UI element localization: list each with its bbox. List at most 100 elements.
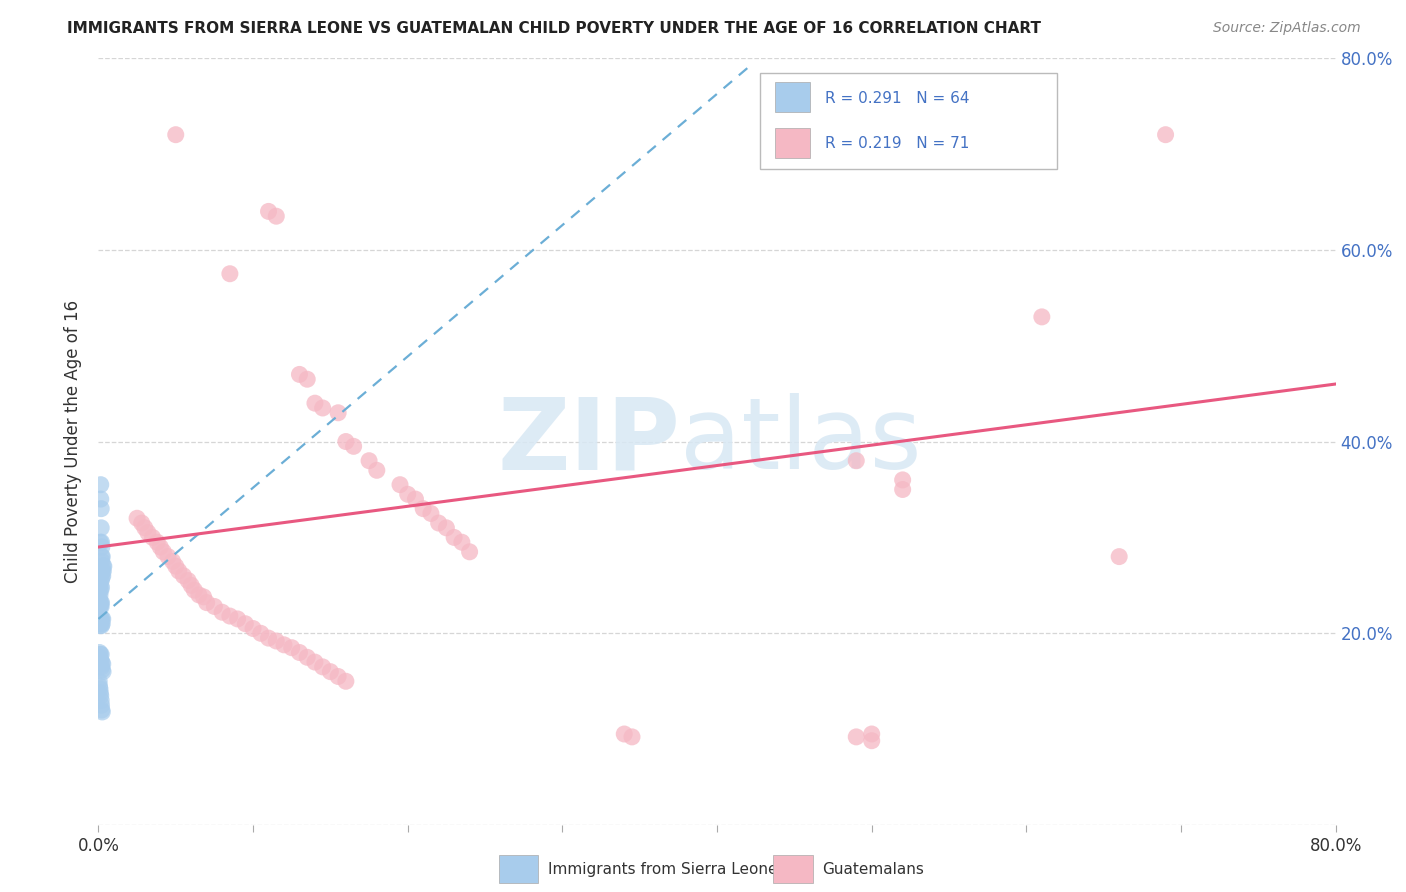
Point bbox=[89, 564, 111, 578]
Point bbox=[90, 491, 112, 506]
Point bbox=[366, 463, 388, 477]
Point bbox=[211, 605, 233, 619]
Point bbox=[193, 590, 215, 604]
Point bbox=[90, 693, 112, 707]
Point bbox=[89, 650, 111, 665]
Point bbox=[412, 501, 434, 516]
Point bbox=[90, 653, 112, 667]
Point bbox=[89, 569, 111, 583]
Point bbox=[90, 616, 112, 631]
Point bbox=[264, 209, 288, 223]
Point bbox=[312, 660, 335, 674]
Point bbox=[620, 730, 643, 744]
Point bbox=[91, 569, 114, 583]
Point bbox=[90, 596, 112, 610]
Point bbox=[204, 599, 226, 614]
Point bbox=[141, 530, 165, 544]
Point bbox=[304, 396, 326, 410]
Point bbox=[90, 574, 112, 588]
Point bbox=[90, 689, 112, 703]
Point bbox=[443, 530, 465, 544]
Point bbox=[89, 616, 111, 631]
Point bbox=[127, 511, 149, 525]
Point bbox=[312, 401, 335, 415]
Point bbox=[1031, 310, 1053, 324]
Text: R = 0.291   N = 64: R = 0.291 N = 64 bbox=[825, 91, 969, 106]
Point bbox=[146, 535, 169, 549]
Point bbox=[165, 559, 187, 574]
Point bbox=[90, 554, 112, 568]
Text: Guatemalans: Guatemalans bbox=[823, 863, 924, 877]
Point bbox=[90, 477, 112, 491]
Point bbox=[91, 549, 114, 564]
Point bbox=[273, 638, 295, 652]
Point bbox=[288, 368, 311, 382]
Point bbox=[436, 521, 458, 535]
Point bbox=[89, 569, 111, 583]
FancyBboxPatch shape bbox=[775, 128, 810, 159]
Point bbox=[89, 588, 111, 602]
Point bbox=[89, 681, 111, 696]
Point bbox=[162, 554, 184, 568]
Point bbox=[297, 372, 319, 386]
Point bbox=[134, 521, 156, 535]
Point bbox=[257, 631, 280, 645]
Point bbox=[326, 406, 350, 420]
Point bbox=[450, 535, 472, 549]
Point bbox=[89, 578, 111, 592]
Point bbox=[89, 583, 111, 598]
Point bbox=[1154, 128, 1177, 142]
Point bbox=[281, 640, 304, 655]
Point bbox=[180, 578, 202, 592]
Point bbox=[90, 655, 112, 669]
Point bbox=[89, 646, 111, 660]
Point bbox=[93, 559, 115, 574]
Point bbox=[183, 583, 205, 598]
Point bbox=[90, 703, 112, 717]
Text: IMMIGRANTS FROM SIERRA LEONE VS GUATEMALAN CHILD POVERTY UNDER THE AGE OF 16 COR: IMMIGRANTS FROM SIERRA LEONE VS GUATEMAL… bbox=[67, 21, 1042, 37]
Point bbox=[89, 674, 111, 689]
Point bbox=[91, 564, 114, 578]
Point bbox=[1108, 549, 1130, 564]
Point bbox=[90, 599, 112, 614]
Point bbox=[90, 521, 112, 535]
Point bbox=[288, 646, 311, 660]
Point bbox=[90, 549, 112, 564]
Point bbox=[195, 596, 218, 610]
Point bbox=[90, 618, 112, 632]
Point bbox=[257, 204, 280, 219]
Point bbox=[297, 650, 319, 665]
Point bbox=[427, 516, 450, 530]
Point bbox=[233, 616, 257, 631]
Text: R = 0.219   N = 71: R = 0.219 N = 71 bbox=[825, 136, 969, 152]
Point bbox=[319, 665, 342, 679]
Point bbox=[89, 686, 111, 700]
Point bbox=[219, 267, 242, 281]
Point bbox=[326, 669, 350, 683]
Point bbox=[152, 545, 174, 559]
Point bbox=[845, 453, 868, 467]
Point bbox=[89, 615, 111, 629]
Point bbox=[89, 535, 111, 549]
Point bbox=[91, 559, 114, 574]
FancyBboxPatch shape bbox=[761, 73, 1057, 169]
Point bbox=[90, 571, 112, 585]
Point bbox=[157, 549, 180, 564]
Point bbox=[89, 618, 111, 632]
Text: Source: ZipAtlas.com: Source: ZipAtlas.com bbox=[1213, 21, 1361, 36]
Point bbox=[89, 592, 111, 607]
Point bbox=[845, 730, 868, 744]
Point bbox=[343, 439, 366, 453]
Point bbox=[891, 483, 914, 497]
Point bbox=[89, 679, 111, 693]
Point bbox=[860, 733, 883, 747]
Point bbox=[357, 453, 380, 467]
Point bbox=[89, 612, 111, 626]
Point bbox=[304, 655, 326, 669]
Point bbox=[91, 663, 114, 677]
Point bbox=[388, 477, 412, 491]
Point bbox=[131, 516, 153, 530]
Point bbox=[165, 128, 187, 142]
Text: Immigrants from Sierra Leone: Immigrants from Sierra Leone bbox=[548, 863, 778, 877]
Point bbox=[91, 616, 114, 631]
